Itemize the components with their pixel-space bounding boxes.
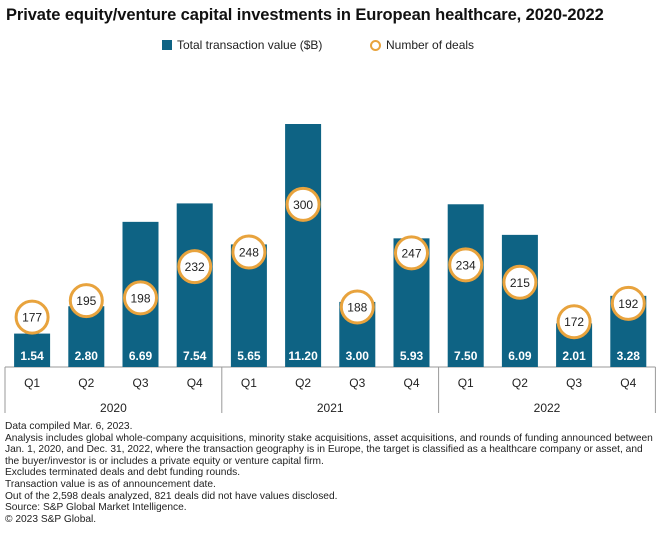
legend-label-number-of-deals: Number of deals (386, 38, 475, 52)
deal-count-label: 247 (401, 246, 421, 260)
bar-value-label: 3.28 (617, 349, 641, 363)
x-tick-label-quarter: Q2 (295, 376, 311, 390)
deal-count-circle (231, 234, 267, 270)
chart-title: Private equity/venture capital investmen… (6, 6, 604, 24)
deal-count-label: 177 (22, 311, 42, 325)
deal-count-label: 215 (510, 276, 530, 290)
deal-count-label: 195 (76, 294, 96, 308)
chart-plot: 1.54 177 Q1 2.80 195 Q2 6.69 198 Q3 7.54 232 Q4 5.65… (4, 124, 656, 415)
note-deals-analyzed: Out of the 2,598 deals analyzed, 821 dea… (5, 490, 338, 502)
legend-label-transaction-value: Total transaction value ($B) (177, 38, 323, 52)
deal-count-circle (177, 249, 213, 285)
deal-count-circle (123, 280, 158, 316)
note-analysis: Analysis includes global whole-company a… (5, 432, 653, 467)
legend: Total transaction value ($B) Number of d… (0, 38, 660, 54)
deal-count-label: 234 (456, 258, 476, 272)
deal-count-label: 300 (293, 198, 313, 212)
footnotes: Data compiled Mar. 6, 2023. Analysis inc… (5, 421, 657, 525)
deal-count-circle (14, 299, 50, 335)
deal-count-circle (339, 289, 375, 325)
deal-count-circle (502, 264, 538, 300)
x-tick-label-quarter: Q3 (132, 376, 148, 390)
legend-item-transaction-value: Total transaction value ($B) (162, 38, 322, 52)
bar-value-label: 11.20 (288, 349, 318, 363)
deal-count-circle (68, 283, 104, 319)
deal-count-label: 172 (564, 315, 584, 329)
x-tick-label-quarter: Q3 (349, 376, 365, 390)
bar-value-label: 5.93 (400, 349, 424, 363)
bar-transaction-value (285, 124, 322, 367)
x-tick-label-quarter: Q3 (566, 376, 582, 390)
x-tick-label-quarter: Q1 (24, 376, 40, 390)
bar-transaction-value (176, 203, 213, 367)
bar-value-label: 7.50 (454, 349, 478, 363)
note-copyright: © 2023 S&P Global. (5, 513, 97, 525)
x-tick-label-year: 2021 (317, 401, 344, 415)
bar-value-label: 7.54 (183, 349, 207, 363)
bar-transaction-value (447, 204, 484, 367)
x-tick-label-quarter: Q2 (78, 376, 94, 390)
legend-swatch-circle (370, 39, 381, 51)
bar-value-label: 2.01 (562, 349, 586, 363)
x-tick-label-quarter: Q1 (241, 376, 257, 390)
deal-count-label: 248 (239, 246, 259, 260)
bar-transaction-value (14, 333, 51, 367)
note-compiled: Data compiled Mar. 6, 2023. (5, 421, 133, 432)
x-tick-label-quarter: Q4 (620, 376, 636, 390)
bar-value-label: 1.54 (20, 349, 44, 363)
deal-count-label: 192 (618, 297, 638, 311)
deal-count-circle (556, 304, 592, 340)
note-excludes: Excludes terminated deals and debt fundi… (5, 467, 241, 479)
bar-value-label: 3.00 (346, 349, 370, 363)
x-tick-label-quarter: Q4 (187, 376, 203, 390)
note-source: Source: S&P Global Market Intelligence. (5, 502, 187, 514)
deal-count-circle (610, 285, 646, 321)
x-tick-label-quarter: Q2 (512, 376, 528, 390)
deal-count-circle (285, 186, 321, 222)
deal-count-label: 188 (347, 301, 367, 315)
bar-value-label: 2.80 (75, 349, 99, 363)
bar-value-label: 6.09 (508, 349, 532, 363)
deal-count-label: 198 (130, 291, 150, 305)
deal-count-circle (394, 235, 429, 271)
bar-value-label: 6.69 (129, 349, 153, 363)
legend-swatch-bar (162, 40, 172, 50)
bar-transaction-value (501, 234, 538, 367)
bar-value-label: 5.65 (237, 349, 261, 363)
note-transaction-value: Transaction value is as of announcement … (5, 478, 216, 490)
x-tick-label-year: 2020 (100, 401, 127, 415)
deal-count-label: 232 (185, 260, 205, 274)
deal-count-circle (448, 247, 484, 283)
x-tick-label-year: 2022 (534, 401, 561, 415)
legend-item-number-of-deals: Number of deals (370, 38, 474, 52)
x-tick-label-quarter: Q4 (403, 376, 419, 390)
x-tick-label-quarter: Q1 (458, 376, 474, 390)
